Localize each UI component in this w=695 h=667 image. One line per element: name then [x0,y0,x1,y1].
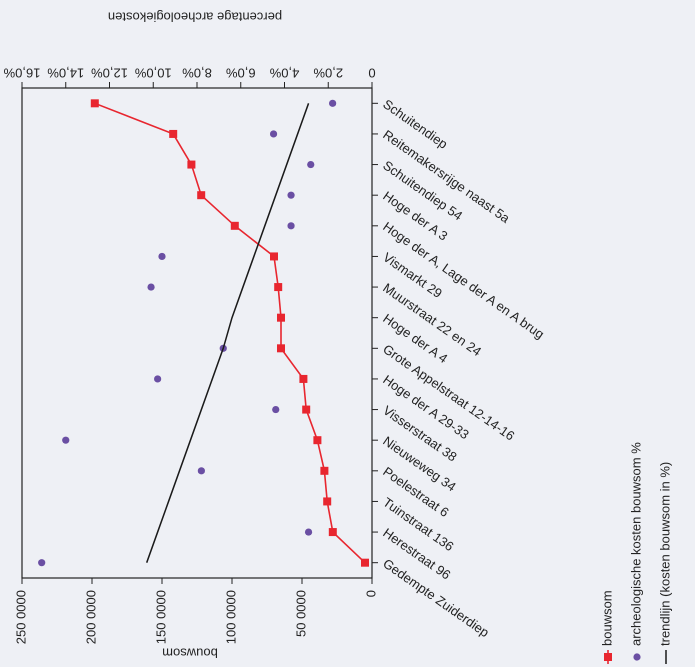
y-tick-label: 200 0000 [83,590,98,644]
y2-tick-label: 4,0% [269,66,299,81]
series-marker [323,497,332,506]
series-dot [304,528,313,536]
series-marker [299,374,308,383]
series-marker [90,99,99,108]
legend-marker [604,653,612,661]
series-dot [147,283,155,291]
y2-tick-label: 10,0% [134,66,171,81]
series-marker [313,436,322,445]
trend-line [145,103,310,563]
series-marker [274,283,283,292]
series-marker [328,528,337,537]
y2-tick-label: 14,0% [47,66,84,81]
series-marker [277,313,285,322]
y-tick-label: 250 0000 [13,590,28,644]
series-marker [230,221,239,230]
series-dot [287,191,295,199]
y2-tick-label: 8,0% [182,66,212,81]
legend-label: archeologische kosten bouwsom % [628,442,643,646]
series-marker [320,466,329,475]
y2-tick-label: 2,0% [313,66,343,81]
series-marker [277,344,285,353]
y-tick-label: 0 [363,590,378,597]
series-marker [169,129,178,138]
series-marker [302,405,311,414]
series-dot [197,467,205,475]
legend-marker [633,653,641,661]
series-line [94,102,366,564]
series-dot [62,436,70,444]
y2-tick-label: 6,0% [225,66,255,81]
y2-tick-label: 16,0% [3,66,40,81]
y2-tick-label: 0 [368,66,375,81]
y-axis-title: bouwsom [162,646,218,661]
series-dot [287,222,295,230]
series-dot [269,130,278,138]
series-dot [158,252,166,261]
series-marker [197,191,206,200]
series-dot [154,375,162,383]
y2-tick-label: 12,0% [91,66,128,81]
series-dot [329,99,337,107]
series-marker [270,252,278,261]
series-dot [272,405,280,414]
legend-label: bouwsom [599,590,614,646]
legend-label: trendlijn (kosten bouwsom in %) [657,462,672,646]
y-tick-label: 50 0000 [293,590,308,637]
series-dot [38,559,46,567]
series-marker [187,160,196,169]
y2-axis-title: percentage archeologiekosten [108,10,282,25]
series-marker [361,558,369,567]
series-dot [307,160,315,169]
y-tick-label: 150 0000 [153,590,168,644]
y-tick-label: 100 0000 [223,590,238,644]
